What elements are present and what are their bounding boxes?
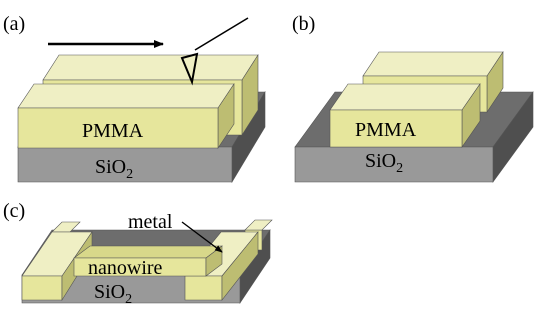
afm-tip xyxy=(180,17,249,86)
panel-a-tag: (a) xyxy=(3,13,25,35)
panel-a: (a) PMMA SiO2 xyxy=(3,13,266,184)
panel-a-substrate-label: SiO2 xyxy=(95,156,133,182)
panel-b-substrate-label: SiO2 xyxy=(365,150,403,176)
panel-c-nanowire-label: nanowire xyxy=(88,257,163,279)
panel-c-substrate-label: SiO2 xyxy=(94,281,132,307)
metal-pointer-arrow xyxy=(181,221,223,253)
panel-c-metal-label: metal xyxy=(128,211,173,233)
panel-b-pmma-front xyxy=(329,83,481,148)
panel-c-tag: (c) xyxy=(3,200,25,222)
panel-a-pmma-front xyxy=(17,83,235,149)
panel-b-pmma-label: PMMA xyxy=(355,119,417,141)
panel-b-tag: (b) xyxy=(292,13,315,35)
panel-a-pmma-label: PMMA xyxy=(82,120,144,142)
panel-c: (c) nanowire me xyxy=(3,200,273,307)
panel-c-nanowire xyxy=(73,245,223,277)
panel-b: (b) PMMA SiO2 xyxy=(292,13,534,183)
